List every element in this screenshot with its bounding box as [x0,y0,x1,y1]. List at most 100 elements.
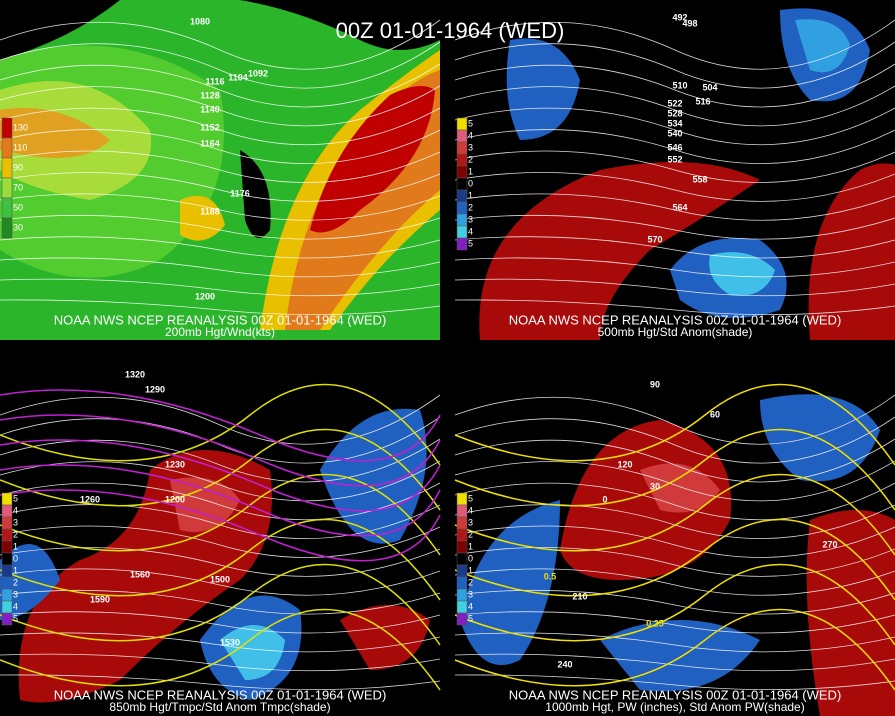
contour-label: 570 [647,234,662,244]
isotherm [454,518,895,601]
legend-swatch [1,137,13,159]
map-title: 00Z 01-01-1964 (WED) [336,18,565,43]
contour-label: 1140 [200,104,220,114]
legend-label: 3 [13,517,18,527]
legend-swatch [1,217,13,239]
isotherm-purple [0,439,441,512]
contour-label: 540 [667,128,682,138]
legend-label: 1 [468,166,473,176]
legend-label: 4 [13,505,18,515]
contour [0,19,441,70]
legend-label: 1 [13,565,18,575]
contour-label: 90 [650,379,660,389]
legend-swatch [456,588,468,602]
legend-label: 1 [13,541,18,551]
legend-label: 2 [468,202,473,212]
legend-swatch [1,576,13,590]
contour [454,460,895,502]
contour [454,611,895,634]
isotherm [454,428,895,511]
panel-500mb [455,0,895,340]
panel-1000mb [455,375,895,716]
contour-label: 510 [672,80,687,90]
legend-label: 3 [468,517,473,527]
panel-caption: 1000mb Hgt, PW (inches), Std Anom PW(sha… [545,700,804,714]
isotherm [0,563,441,646]
legend-swatch [456,153,468,167]
legend-label: 70 [13,182,23,192]
contour-label: 1260 [80,494,100,504]
contour-label: 1116 [205,76,224,86]
contour [0,394,441,445]
contour [454,416,895,464]
contour [454,568,895,596]
legend-swatch [456,600,468,614]
contour-label: 1290 [145,384,165,394]
legend-swatch [1,504,13,518]
legend-swatch [456,201,468,215]
contour-label: 0.25 [646,618,664,628]
legend-label: 4 [468,601,473,611]
legend-swatch [1,117,13,139]
legend-swatch [1,528,13,542]
contour [454,19,895,70]
source-label: NOAA NWS NCEP REANALYSIS 00Z 01-01-1964 … [54,687,387,702]
legend-swatch [1,540,13,554]
legend-label: 3 [468,214,473,224]
contour [454,129,895,164]
contour-label: 516 [695,96,710,106]
legend-label: 5 [13,493,18,503]
legend-swatch [1,197,13,219]
contour-label: 528 [667,108,682,118]
legend-swatch [1,177,13,199]
isotherm [454,383,895,466]
legend-swatch [1,600,13,614]
legend-swatch [456,189,468,203]
isotherm [0,428,441,511]
contour-label: 1530 [220,637,240,647]
contour [454,150,895,183]
contour-label: 1080 [190,16,210,26]
contour [454,257,895,278]
isotherm [454,563,895,646]
contour [0,129,441,164]
contour-label: 270 [822,539,837,549]
isotherm [0,608,441,691]
legend-label: 30 [13,222,23,232]
legend-label: 5 [468,238,473,248]
legend-swatch [456,117,468,131]
source-label: NOAA NWS NCEP REANALYSIS 00Z 01-01-1964 … [509,687,842,702]
contour [0,63,441,108]
legend-swatch [1,612,13,626]
contour-label: 498 [682,18,697,28]
contour-label: 240 [557,659,572,669]
panel-caption: 200mb Hgt/Wnd(kts) [165,325,275,339]
contour [0,460,441,502]
legend-label: 1 [468,541,473,551]
legend-label: 90 [13,162,23,172]
legend-label: 4 [468,130,473,140]
contour-label: 552 [667,154,682,164]
contour-label: 492 [672,12,687,22]
contour [454,214,895,240]
legend-swatch [456,504,468,518]
legend-swatch [456,177,468,191]
contour-label: 1230 [165,459,185,469]
contour-label: 1092 [248,68,268,78]
contour-lines [0,19,895,691]
legend-label: 2 [468,529,473,539]
contour-label: 1104 [228,72,248,82]
contour [454,193,895,221]
contour [0,257,441,278]
legend-swatch [456,516,468,530]
contour-label: 1164 [200,138,220,148]
contour-label: 120 [617,459,632,469]
source-label: NOAA NWS NCEP REANALYSIS 00Z 01-01-1964 … [509,312,842,327]
legend-swatch [1,552,13,566]
contour [454,482,895,521]
contour [454,547,895,577]
legend-swatch [456,552,468,566]
legend-label: 3 [13,589,18,599]
isotherm-purple [0,414,441,487]
contour [0,193,441,221]
